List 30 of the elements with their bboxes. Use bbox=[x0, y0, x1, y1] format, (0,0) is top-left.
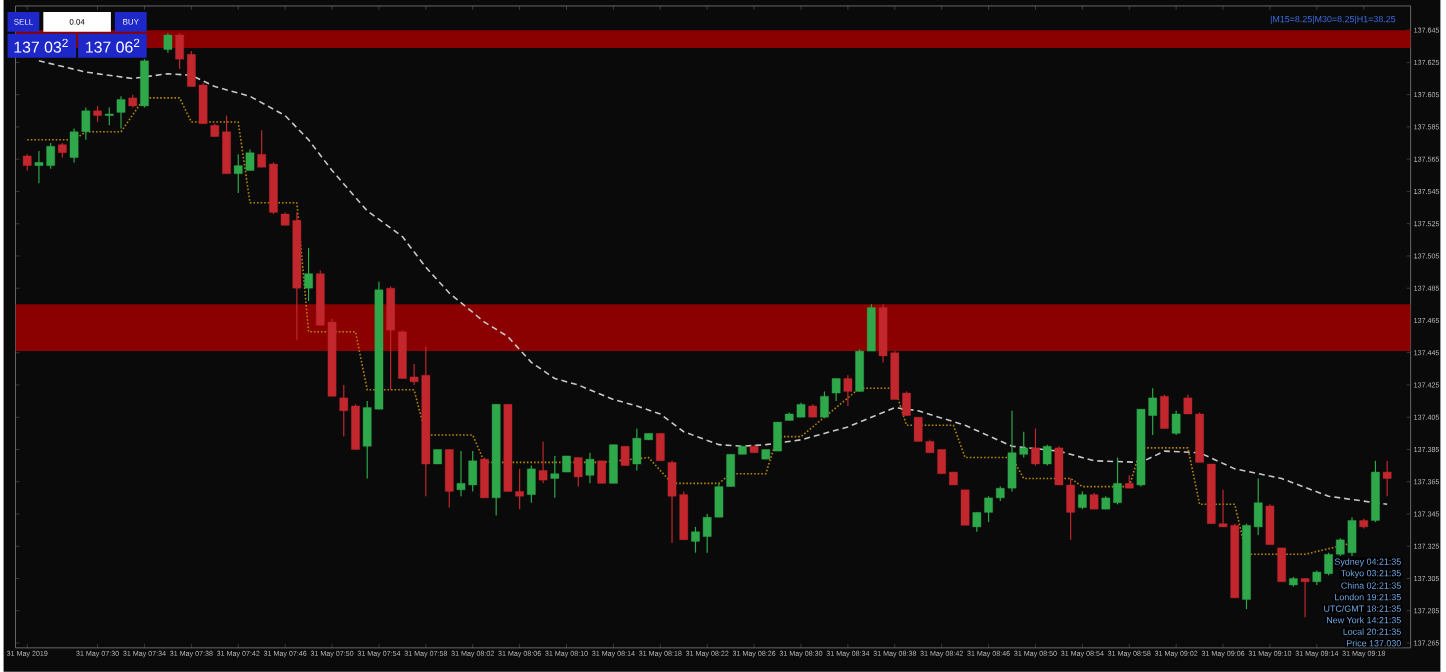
candlestick bbox=[116, 95, 126, 130]
candlestick bbox=[480, 457, 489, 499]
candlestick bbox=[609, 444, 618, 485]
candlestick bbox=[527, 465, 536, 504]
line-series bbox=[26, 97, 1353, 556]
candlestick bbox=[573, 457, 583, 488]
candlestick bbox=[550, 455, 560, 499]
line-series bbox=[38, 60, 1388, 506]
candlestick bbox=[597, 460, 606, 485]
candlestick bbox=[1382, 460, 1392, 497]
candlestick bbox=[960, 489, 970, 527]
candlestick bbox=[163, 32, 173, 54]
candlestick bbox=[656, 432, 665, 462]
candlestick bbox=[620, 445, 630, 467]
candlestick bbox=[1265, 503, 1275, 546]
candlestick bbox=[386, 286, 395, 391]
candlestick bbox=[585, 452, 595, 485]
candlestick bbox=[1031, 428, 1040, 467]
candlestick bbox=[820, 390, 829, 418]
candlestick bbox=[1171, 410, 1181, 436]
candlestick bbox=[1042, 444, 1052, 467]
candlestick bbox=[843, 374, 853, 407]
candlestick bbox=[1160, 394, 1169, 430]
candlestick bbox=[1300, 578, 1310, 618]
candlestick bbox=[1277, 547, 1286, 583]
candlestick bbox=[538, 440, 548, 485]
candlestick bbox=[140, 58, 149, 109]
candlestick bbox=[831, 378, 841, 402]
candlestick bbox=[304, 247, 313, 302]
candlestick bbox=[444, 449, 454, 509]
